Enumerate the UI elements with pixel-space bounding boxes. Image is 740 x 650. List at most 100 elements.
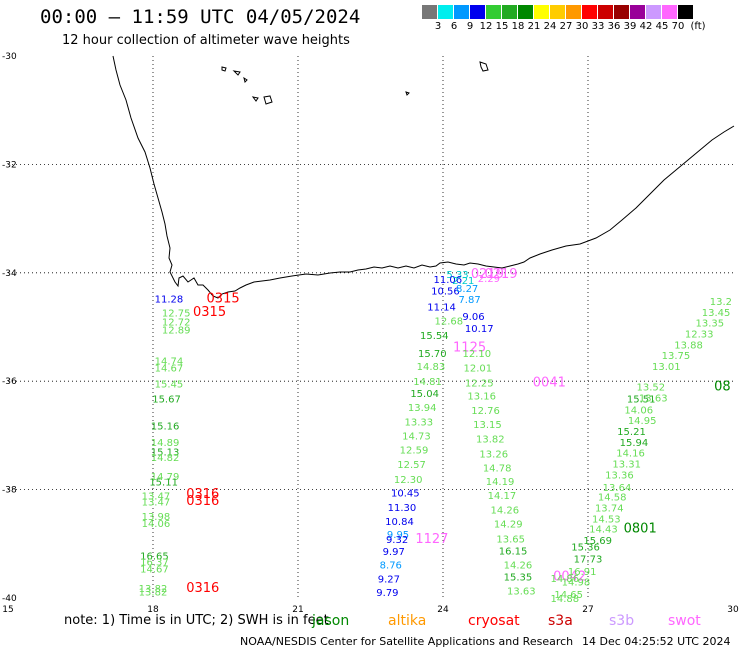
color-scale-bar bbox=[422, 5, 694, 19]
wave-height-label: 13.35 bbox=[695, 319, 724, 330]
wave-height-label: 14.06 bbox=[142, 519, 171, 530]
wave-height-label: 13.63 bbox=[639, 393, 668, 404]
color-scale-label: 15 bbox=[495, 21, 509, 32]
pass-time-label: 1127 bbox=[415, 532, 448, 547]
wave-height-label: 8.27 bbox=[456, 284, 478, 295]
wave-height-label: 14.06 bbox=[624, 405, 653, 416]
wave-height-label: 13.64 bbox=[603, 483, 632, 494]
wave-height-label: 9.95 bbox=[387, 530, 409, 541]
legend-item-s3a: s3a bbox=[548, 613, 573, 629]
wave-height-label: 13.94 bbox=[408, 403, 437, 414]
island-5 bbox=[263, 95, 273, 105]
color-scale-label: 27 bbox=[559, 21, 573, 32]
wave-height-observations: 11.28 0315031512.7512.7212.8914.7414.6715… bbox=[139, 267, 732, 605]
wave-height-label: 14.29 bbox=[494, 520, 523, 531]
wave-height-label: 10.84 bbox=[385, 517, 414, 528]
wave-height-label: 14.89 bbox=[151, 438, 180, 449]
wave-height-label: 13.82 bbox=[139, 587, 168, 598]
wave-height-label: 12.76 bbox=[471, 406, 500, 417]
wave-height-label: 13.63 bbox=[507, 586, 536, 597]
wave-height-label: 15.51 bbox=[627, 395, 656, 406]
color-scale-label: 39 bbox=[623, 21, 637, 32]
wave-height-label: 14.53 bbox=[592, 514, 621, 525]
pass-time-label: 0801 bbox=[624, 522, 657, 537]
longitude-tick-label: 15 bbox=[2, 605, 13, 615]
wave-height-label: 12.25 bbox=[465, 378, 494, 389]
legend-item-cryosat: cryosat bbox=[468, 613, 520, 629]
generated-timestamp: 14 Dec 04:25:52 UTC 2024 bbox=[582, 635, 731, 648]
wave-height-label: 14.74 bbox=[155, 357, 184, 368]
color-swatch bbox=[550, 5, 566, 19]
wave-height-label: 12.10 bbox=[463, 349, 492, 360]
latitude-tick-label: -30 bbox=[2, 52, 17, 62]
color-scale-label: 30 bbox=[575, 21, 589, 32]
wave-height-label: 15.69 bbox=[583, 536, 612, 547]
color-scale-label: 18 bbox=[511, 21, 525, 32]
wave-height-label: 2.29 bbox=[478, 274, 500, 285]
color-swatch bbox=[502, 5, 518, 19]
latitude-tick-label: -40 bbox=[2, 594, 17, 604]
coastline bbox=[112, 55, 735, 299]
wave-height-label: 13.01 bbox=[652, 362, 681, 373]
wave-height-label: 15.70 bbox=[418, 349, 447, 360]
wave-height-label: 15.94 bbox=[620, 438, 649, 449]
wave-height-label: 9.97 bbox=[383, 547, 405, 558]
wave-height-label: 15.35 bbox=[504, 572, 533, 583]
map-subtitle: 12 hour collection of altimeter wave hei… bbox=[62, 33, 350, 48]
color-swatch bbox=[582, 5, 598, 19]
wave-height-label: 14.19 bbox=[486, 477, 515, 488]
wave-height-label: 14.16 bbox=[616, 449, 645, 460]
wave-height-label: 13.16 bbox=[467, 391, 496, 402]
pass-time-label: 0041 bbox=[533, 375, 566, 390]
wave-height-label: 13.82 bbox=[139, 584, 168, 595]
color-scale-label: 36 bbox=[607, 21, 621, 32]
color-scale-label: 12 bbox=[479, 21, 493, 32]
wave-height-label: 9.32 bbox=[386, 535, 408, 546]
longitude-tick-label: 21 bbox=[292, 605, 303, 615]
wave-height-label: 2.21 bbox=[452, 276, 474, 287]
color-swatch bbox=[614, 5, 630, 19]
wave-height-label: 13.33 bbox=[405, 417, 434, 428]
color-swatch bbox=[486, 5, 502, 19]
color-swatch bbox=[678, 5, 694, 19]
wave-height-label: 13.52 bbox=[637, 383, 666, 394]
legend-item-jason: jason bbox=[312, 613, 350, 629]
wave-height-label: 13.88 bbox=[674, 340, 703, 351]
color-scale-label: 24 bbox=[543, 21, 557, 32]
wave-height-label: 14.17 bbox=[488, 491, 517, 502]
wave-height-label: 12.33 bbox=[685, 330, 714, 341]
wave-height-label: 14.78 bbox=[483, 463, 512, 474]
latitude-tick-label: -32 bbox=[2, 160, 17, 170]
wave-height-label: 14.67 bbox=[155, 364, 184, 375]
wave-height-label: 13.45 bbox=[702, 308, 731, 319]
legend-item-altika: altika bbox=[388, 613, 427, 629]
wave-height-label: 13.65 bbox=[496, 534, 525, 545]
longitude-tick-label: 24 bbox=[437, 605, 449, 615]
wave-height-label: 13.74 bbox=[595, 503, 624, 514]
pass-time-label: 0219 bbox=[484, 267, 517, 282]
wave-height-label: 10.17 bbox=[465, 324, 494, 335]
agency-credit: NOAA/NESDIS Center for Satellite Applica… bbox=[240, 635, 574, 648]
wave-height-label: 16.15 bbox=[499, 546, 528, 557]
island-1 bbox=[221, 66, 227, 72]
color-swatch bbox=[630, 5, 646, 19]
wave-height-label: 11.06 bbox=[434, 275, 463, 286]
color-swatch bbox=[438, 5, 454, 19]
pass-time-label: 0316 bbox=[186, 581, 219, 596]
color-swatch bbox=[646, 5, 662, 19]
color-swatch bbox=[534, 5, 550, 19]
wave-height-label: 14.73 bbox=[402, 431, 431, 442]
color-scale-label: 42 bbox=[639, 21, 653, 32]
wave-height-label: 14.88 bbox=[550, 594, 579, 605]
pass-time-label: 0316 bbox=[186, 494, 219, 509]
wave-height-label: 15.67 bbox=[152, 395, 181, 406]
color-swatch bbox=[566, 5, 582, 19]
wave-height-label: 12.59 bbox=[400, 445, 429, 456]
wave-height-label: 15.04 bbox=[410, 389, 439, 400]
wave-height-label: 15.54 bbox=[420, 331, 449, 342]
wave-height-label: 8.76 bbox=[380, 560, 402, 571]
island-6 bbox=[479, 61, 489, 72]
wave-height-label: 13.47 bbox=[142, 492, 171, 503]
map-title: 00:00 – 11:59 UTC 04/05/2024 bbox=[40, 6, 361, 28]
